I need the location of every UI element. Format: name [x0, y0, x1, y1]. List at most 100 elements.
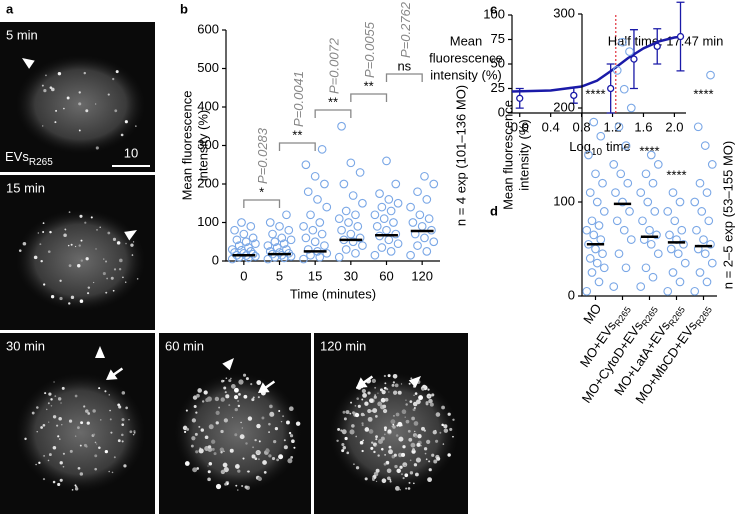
vesicle: [396, 468, 401, 474]
vesicle: [48, 453, 52, 457]
vesicle: [57, 397, 62, 401]
data-point: [611, 188, 620, 197]
data-point: [277, 233, 287, 243]
data-point: [370, 250, 380, 260]
data-point: [697, 207, 707, 216]
vesicle: [222, 380, 225, 382]
vesicle: [375, 468, 380, 473]
panel-letter: b: [180, 1, 188, 16]
data-point: [707, 160, 717, 169]
vesicle: [355, 466, 360, 470]
data-point: [585, 188, 595, 197]
data-point: [408, 218, 418, 227]
vesicle: [200, 428, 204, 432]
vesicle: [79, 472, 84, 476]
vesicle: [360, 412, 365, 417]
vesicle: [370, 446, 374, 450]
y-tick-label: 300: [197, 137, 219, 152]
vesicle: [428, 460, 431, 463]
vesicle: [48, 392, 52, 396]
vesicle: [257, 476, 262, 482]
vesicle: [135, 125, 137, 127]
y-tick-label: 500: [197, 60, 219, 75]
vesicle: [107, 231, 111, 235]
vesicle: [242, 457, 245, 460]
data-point: [587, 268, 597, 277]
panel-letter: a: [6, 1, 14, 16]
vesicle: [136, 278, 139, 280]
vesicle: [185, 409, 188, 412]
data-point: [619, 225, 629, 235]
vesicle: [116, 241, 121, 245]
vesicle: [110, 276, 114, 280]
data-point: [570, 91, 578, 100]
vesicle: [197, 388, 202, 393]
vesicle: [205, 398, 210, 403]
vesicle: [59, 296, 63, 301]
data-point: [646, 239, 656, 249]
vesicle: [421, 426, 425, 431]
vesicle: [79, 214, 83, 218]
vesicle: [94, 467, 97, 471]
vesicle: [92, 281, 95, 284]
vesicle: [369, 398, 374, 403]
data-point: [594, 221, 604, 230]
data-point: [384, 235, 394, 245]
vesicle: [452, 418, 455, 421]
vesicle: [388, 391, 390, 393]
vesicle: [354, 404, 357, 407]
vesicle: [387, 429, 392, 434]
vesicle: [228, 404, 231, 407]
vesicle: [288, 431, 292, 435]
data-point: [286, 235, 296, 245]
vesicle: [220, 397, 225, 402]
vesicle: [362, 439, 365, 442]
vesicle: [62, 465, 65, 468]
data-point: [415, 210, 425, 220]
vesicle: [289, 434, 294, 438]
vesicle: [355, 435, 357, 438]
vesicle: [428, 395, 430, 398]
significance: *: [259, 184, 264, 199]
data-point: [592, 258, 602, 268]
vesicle: [215, 483, 222, 490]
vesicle: [234, 407, 238, 412]
data-point: [246, 222, 256, 231]
vesicle: [346, 451, 350, 455]
vesicle: [245, 442, 248, 445]
data-point: [626, 235, 636, 244]
vesicle: [242, 373, 247, 377]
arrowhead: [408, 376, 421, 388]
vesicle: [90, 216, 93, 219]
vesicle: [133, 430, 136, 433]
x-tick-label: 0.0: [511, 119, 529, 134]
vesicle: [393, 414, 395, 417]
vesicle: [373, 395, 377, 399]
vesicle: [119, 258, 123, 263]
vesicle: [268, 422, 271, 426]
vesicle: [78, 91, 81, 94]
vesicle: [412, 408, 416, 412]
data-point: [241, 237, 251, 247]
vesicle: [52, 415, 57, 419]
vesicle: [354, 412, 360, 418]
vesicle: [56, 424, 59, 427]
vesicle: [283, 445, 288, 450]
vesicle: [429, 402, 434, 407]
data-point: [653, 160, 663, 169]
data-point: [596, 131, 606, 141]
vesicle: [415, 399, 421, 405]
vesicle: [361, 388, 366, 394]
vesicle: [66, 96, 70, 100]
vesicle: [24, 437, 27, 441]
data-point: [670, 216, 680, 226]
vesicle: [184, 430, 187, 434]
x-axis-label: Time (minutes): [290, 286, 376, 301]
data-point: [358, 241, 367, 250]
arrow: [258, 380, 276, 393]
vesicle: [78, 244, 81, 247]
data-point: [638, 216, 647, 226]
y-tick-label: 100: [197, 214, 219, 229]
vesicle: [112, 237, 117, 241]
